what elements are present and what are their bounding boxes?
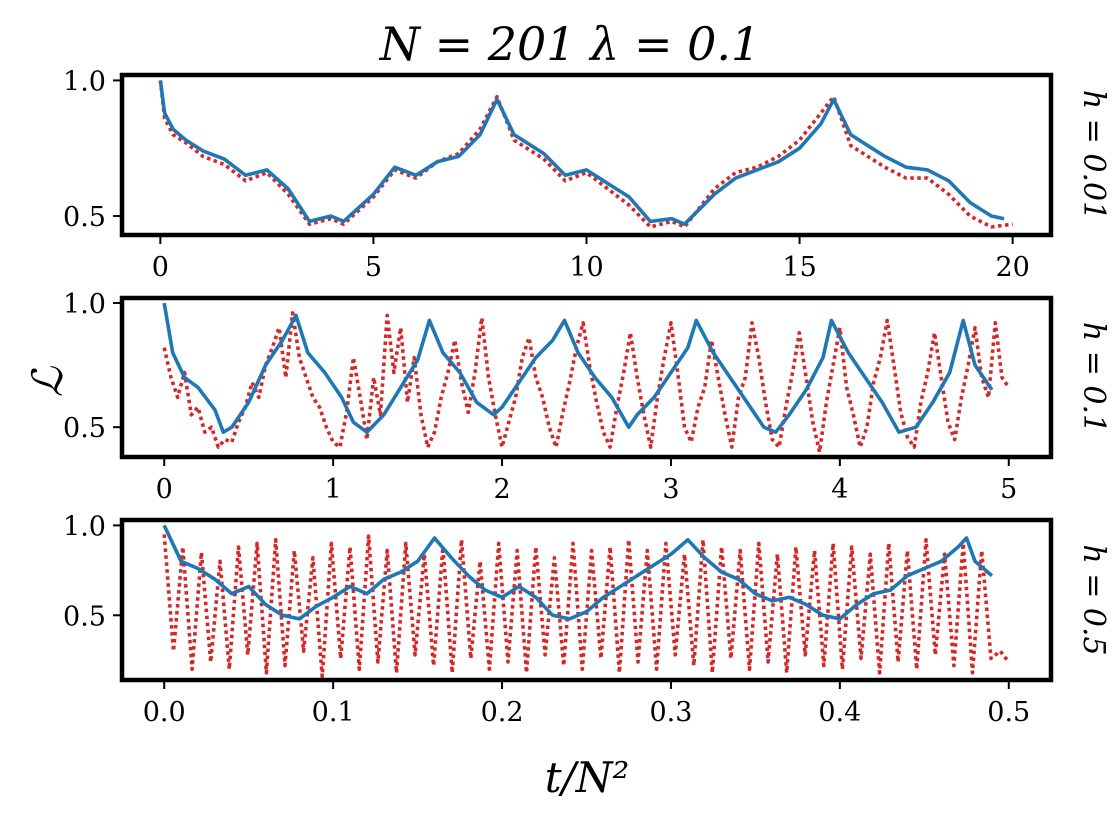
x-tick-label: 5: [1000, 474, 1017, 505]
x-tick-label: 10: [569, 252, 603, 283]
x-tick-label: 4: [831, 474, 848, 505]
x-tick-label: 0.2: [481, 697, 524, 728]
axes-frame: [119, 72, 1054, 238]
panel-h-0-1: 0 1 2 3 4 5 0.5 1.0 h = 0.1: [63, 289, 1111, 505]
x-tick-label: 0.0: [143, 697, 186, 728]
y-tick-label: 0.5: [63, 413, 106, 444]
axes-frame: [119, 517, 1054, 683]
x-tick-label: 0.5: [987, 697, 1030, 728]
x-axis-label: t/N²: [545, 753, 630, 802]
series-dotted-line: [158, 80, 1013, 229]
y-tick-label: 1.0: [63, 289, 106, 320]
x-tick-label: 0.3: [649, 697, 692, 728]
x-tick-label: 0: [156, 474, 173, 505]
figure-title: N = 201 λ = 0.1: [379, 17, 761, 71]
y-tick-label: 1.0: [63, 66, 106, 97]
x-tick-label: 2: [493, 474, 510, 505]
y-tick-label: 1.0: [63, 511, 106, 542]
x-tick-label: 0: [152, 252, 169, 283]
panel-parameter-label: h = 0.5: [1076, 544, 1111, 655]
y-axis-label: ℒ: [23, 366, 72, 397]
y-tick-label: 0.5: [63, 601, 106, 632]
x-tick-label: 0.1: [312, 697, 355, 728]
x-tick-label: 1: [325, 474, 342, 505]
x-tick-label: 15: [782, 252, 816, 283]
panel-parameter-label: h = 0.01: [1076, 90, 1111, 220]
panel-h-0-5: 0.0 0.1 0.2 0.3 0.4 0.5 0.5 1.0 h = 0.5: [63, 511, 1111, 728]
axes-frame: [119, 295, 1054, 460]
x-tick-label: 20: [995, 252, 1029, 283]
series-dotted-line: [162, 311, 1011, 454]
series-solid-line: [162, 524, 994, 621]
series-solid-line: [158, 80, 1005, 226]
y-tick-label: 0.5: [63, 202, 106, 233]
series-dotted-line: [162, 534, 1011, 679]
panel-h-0-01: 0 5 10 15 20 0.5 1.0 h = 0.01: [63, 66, 1111, 283]
x-tick-label: 5: [365, 252, 382, 283]
series-solid-line: [162, 302, 994, 435]
panel-parameter-label: h = 0.1: [1076, 322, 1111, 433]
x-tick-label: 3: [662, 474, 679, 505]
x-tick-label: 0.4: [818, 697, 861, 728]
